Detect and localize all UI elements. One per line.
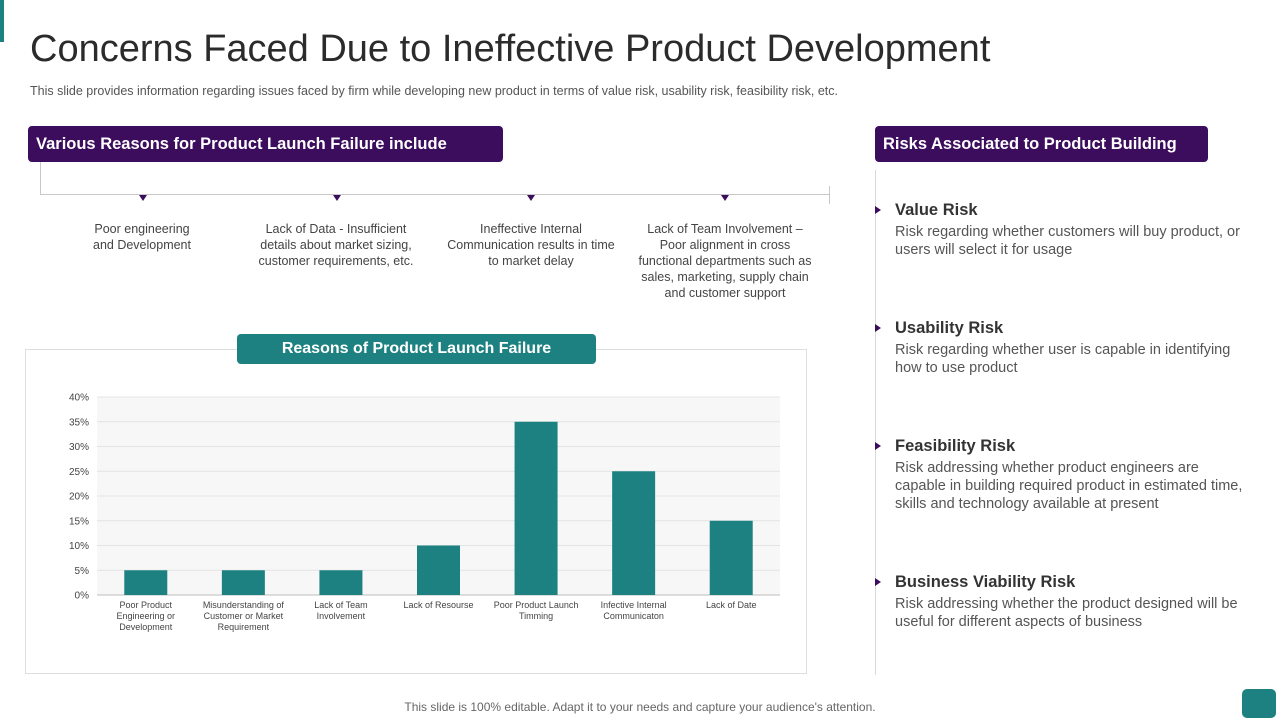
risk-desc: Risk addressing whether the product desi… <box>895 596 1238 630</box>
y-tick-label: 35% <box>69 417 89 428</box>
timeline-line <box>40 194 830 195</box>
reasons-timeline <box>40 162 830 204</box>
bar <box>514 421 558 595</box>
page-title: Concerns Faced Due to Ineffective Produc… <box>30 28 991 70</box>
x-tick-label: Infective Internal Communicaton <box>601 600 667 621</box>
timeline-marker-icon <box>333 195 341 201</box>
x-tick-label: Lack of Resourse <box>403 600 473 610</box>
risk-marker-icon <box>875 206 881 214</box>
y-tick-label: 5% <box>75 566 90 577</box>
risk-desc: Risk regarding whether user is capable i… <box>895 342 1231 376</box>
y-tick-label: 30% <box>69 442 89 453</box>
risks-divider <box>875 170 876 675</box>
x-tick-label: Misunderstanding of Customer or Market Req… <box>203 600 285 632</box>
timeline-end-line <box>829 186 830 204</box>
reason-item: Ineffective Internal Communication result… <box>447 222 615 268</box>
bar <box>612 471 656 595</box>
risks-header: Risks Associated to Product Building <box>875 126 1208 162</box>
chart-header: Reasons of Product Launch Failure <box>237 334 596 364</box>
bar <box>709 520 753 595</box>
risk-title: Value Risk <box>895 201 978 219</box>
y-tick-label: 20% <box>69 492 89 503</box>
footer-note: This slide is 100% editable. Adapt it to… <box>404 700 876 714</box>
risk-title: Usability Risk <box>895 319 1004 337</box>
timeline-marker-icon <box>721 195 729 201</box>
risk-title: Feasibility Risk <box>895 437 1016 455</box>
bar-chart: 0% 5% 10% 15% 20% 25% 30% 35% 40% Poor Product Eng… <box>69 393 780 632</box>
timeline-marker-icon <box>527 195 535 201</box>
x-tick-label: Poor Product Launch Timming <box>494 600 579 621</box>
bar <box>124 570 168 595</box>
page-subtitle: This slide provides information regardin… <box>30 84 838 98</box>
risk-marker-icon <box>875 442 881 450</box>
y-tick-label: 15% <box>69 516 89 527</box>
x-tick-label: Lack of Team Involvement <box>314 600 367 621</box>
risk-desc: Risk addressing whether product engineer… <box>895 460 1243 512</box>
reasons-header: Various Reasons for Product Launch Failu… <box>28 126 503 162</box>
accent-bar <box>0 0 4 42</box>
bar <box>417 545 460 595</box>
risk-title: Business Viability Risk <box>895 573 1076 591</box>
reason-item: Lack of Data - Insufficient details about… <box>258 222 414 268</box>
risk-desc: Risk regarding whether customers will bu… <box>895 224 1240 258</box>
timeline-marker-icon <box>139 195 147 201</box>
x-tick-label: Poor Product Engineering or Development <box>117 600 176 632</box>
reason-item: Lack of Team Involvement – Poor alignment… <box>638 222 812 300</box>
timeline-start-line <box>40 162 41 195</box>
risk-marker-icon <box>875 578 881 586</box>
risk-marker-icon <box>875 324 881 332</box>
reason-item: Poor engineering and Development <box>93 222 191 252</box>
y-tick-label: 10% <box>69 541 89 552</box>
bar <box>319 570 363 595</box>
bar <box>221 570 265 595</box>
y-tick-label: 25% <box>69 467 89 478</box>
y-tick-label: 0% <box>75 591 90 602</box>
y-tick-label: 40% <box>69 393 89 404</box>
corner-button[interactable] <box>1242 689 1276 718</box>
x-tick-label: Lack of Date <box>706 600 757 610</box>
